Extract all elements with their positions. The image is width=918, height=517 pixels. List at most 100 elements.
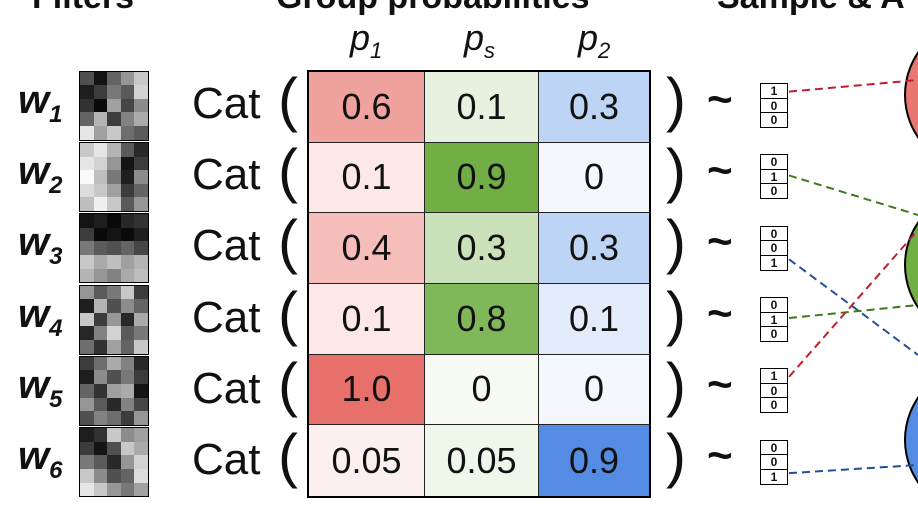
filter-pixel — [107, 170, 121, 184]
filter-pixel — [93, 455, 108, 469]
open-paren: ( — [278, 422, 298, 490]
assignment-line — [788, 464, 918, 475]
filter-pixel — [134, 214, 148, 228]
filter-pixel — [80, 356, 94, 371]
filter-pixel — [120, 183, 135, 198]
assignment-line — [788, 79, 918, 93]
filter-pixel — [120, 126, 135, 140]
filter-pixel — [134, 241, 148, 256]
filter-pixel — [120, 285, 135, 300]
filter-pixel — [80, 384, 94, 398]
filter-thumbnail — [79, 213, 149, 284]
filter-pixel — [93, 126, 108, 140]
probability-cell: 0.1 — [309, 142, 425, 214]
filter-pixel — [107, 339, 121, 354]
sample-tilde: ~ — [707, 288, 733, 338]
filter-pixel — [80, 126, 94, 140]
filter-pixel — [134, 98, 148, 113]
cat-label: Cat — [192, 149, 261, 199]
probability-cell: 0.3 — [539, 72, 649, 143]
close-paren: ) — [666, 279, 686, 347]
filter-pixel — [107, 156, 121, 171]
column-header-subscript: 1 — [370, 38, 383, 64]
cat-label: Cat — [192, 78, 261, 128]
filter-thumbnail — [79, 284, 149, 355]
filter-pixel — [107, 241, 121, 256]
probability-cell: 0.1 — [425, 72, 539, 143]
filter-label: w2 — [18, 151, 62, 198]
filter-pixel — [134, 126, 148, 140]
filter-pixel — [80, 468, 94, 483]
filter-pixel — [80, 455, 94, 469]
one-hot-bit: 0 — [760, 326, 788, 343]
filter-thumbnail — [79, 427, 149, 498]
filter-pixel — [93, 468, 108, 483]
filter-pixel — [80, 299, 94, 313]
filter-pixel — [120, 299, 135, 313]
filter-pixel — [93, 299, 108, 313]
probability-cell: 0.3 — [425, 213, 539, 284]
one-hot-bit: 1 — [760, 468, 788, 485]
column-header-subscript: s — [484, 38, 496, 64]
filter-pixel — [107, 428, 121, 442]
filter-pixel — [80, 312, 94, 327]
filter-label: w6 — [18, 436, 62, 483]
filter-pixel — [134, 455, 148, 469]
filter-pixel — [80, 411, 94, 425]
filter-pixel — [134, 468, 148, 483]
filter-pixel — [134, 255, 148, 269]
filter-pixel — [134, 112, 148, 127]
filter-pixel — [93, 197, 108, 211]
sample-tilde: ~ — [707, 359, 733, 409]
one-hot-bit: 1 — [760, 254, 788, 271]
filter-pixel — [107, 326, 121, 340]
assignment-line — [788, 174, 918, 216]
filter-pixel — [134, 397, 148, 412]
filter-pixel — [134, 299, 148, 313]
filter-pixel — [134, 312, 148, 327]
filter-pixel — [80, 197, 94, 211]
filter-pixel — [107, 356, 121, 371]
filter-label: w5 — [18, 365, 62, 412]
probability-cell: 0.9 — [539, 425, 649, 496]
filter-pixel — [107, 227, 121, 242]
filter-pixel — [93, 428, 108, 442]
filter-pixel — [107, 312, 121, 327]
filter-pixel — [80, 142, 94, 157]
filter-label: w4 — [18, 294, 62, 341]
sample-tilde: ~ — [707, 431, 733, 481]
filter-pixel — [80, 183, 94, 198]
filter-pixel — [80, 241, 94, 256]
filter-pixel — [120, 255, 135, 269]
one-hot-bit: 0 — [760, 382, 788, 399]
filter-pixel — [107, 397, 121, 412]
filter-pixel — [134, 183, 148, 198]
filter-label-base: w — [18, 220, 50, 265]
filter-pixel — [134, 428, 148, 442]
filter-pixel — [120, 339, 135, 354]
filter-label: w3 — [18, 222, 62, 269]
filter-pixel — [93, 339, 108, 354]
filter-pixel — [134, 326, 148, 340]
filter-pixel — [93, 384, 108, 398]
filter-pixel — [107, 214, 121, 228]
filter-pixel — [134, 339, 148, 354]
group1-circle — [904, 51, 918, 139]
filter-pixel — [120, 241, 135, 256]
filter-pixel — [80, 482, 94, 497]
assignment-line — [788, 258, 918, 356]
filter-pixel — [120, 326, 135, 340]
filter-pixel — [80, 397, 94, 412]
probability-cell: 0 — [539, 354, 649, 426]
filter-pixel — [120, 112, 135, 127]
filter-pixel — [120, 170, 135, 184]
probability-cell: 0.8 — [425, 283, 539, 355]
filter-pixel — [93, 85, 108, 99]
probability-cell: 0.05 — [309, 425, 425, 496]
cat-label: Cat — [192, 435, 261, 485]
filter-pixel — [120, 85, 135, 99]
